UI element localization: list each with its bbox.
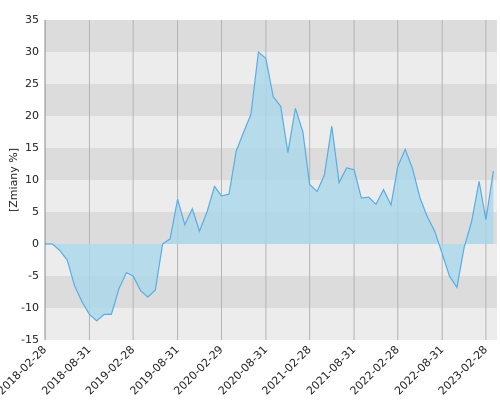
y-tick-label: 35 [25,13,39,26]
y-tick-label: 0 [32,237,39,250]
y-tick-label: 10 [25,173,39,186]
y-tick-label: 30 [25,45,39,58]
y-tick-label: 25 [25,77,39,90]
y-tick-label: -10 [21,301,39,314]
y-tick-label: 20 [25,109,39,122]
band [45,308,497,340]
line [45,50,494,322]
y-axis-label: [Zmiany %] [7,148,20,212]
y-tick-label: 5 [32,205,39,218]
band [45,20,497,52]
band [45,52,497,84]
area [45,52,494,321]
y-tick-label: 15 [25,141,39,154]
y-tick-label: -15 [21,333,39,346]
y-tick-label: -5 [28,269,39,282]
